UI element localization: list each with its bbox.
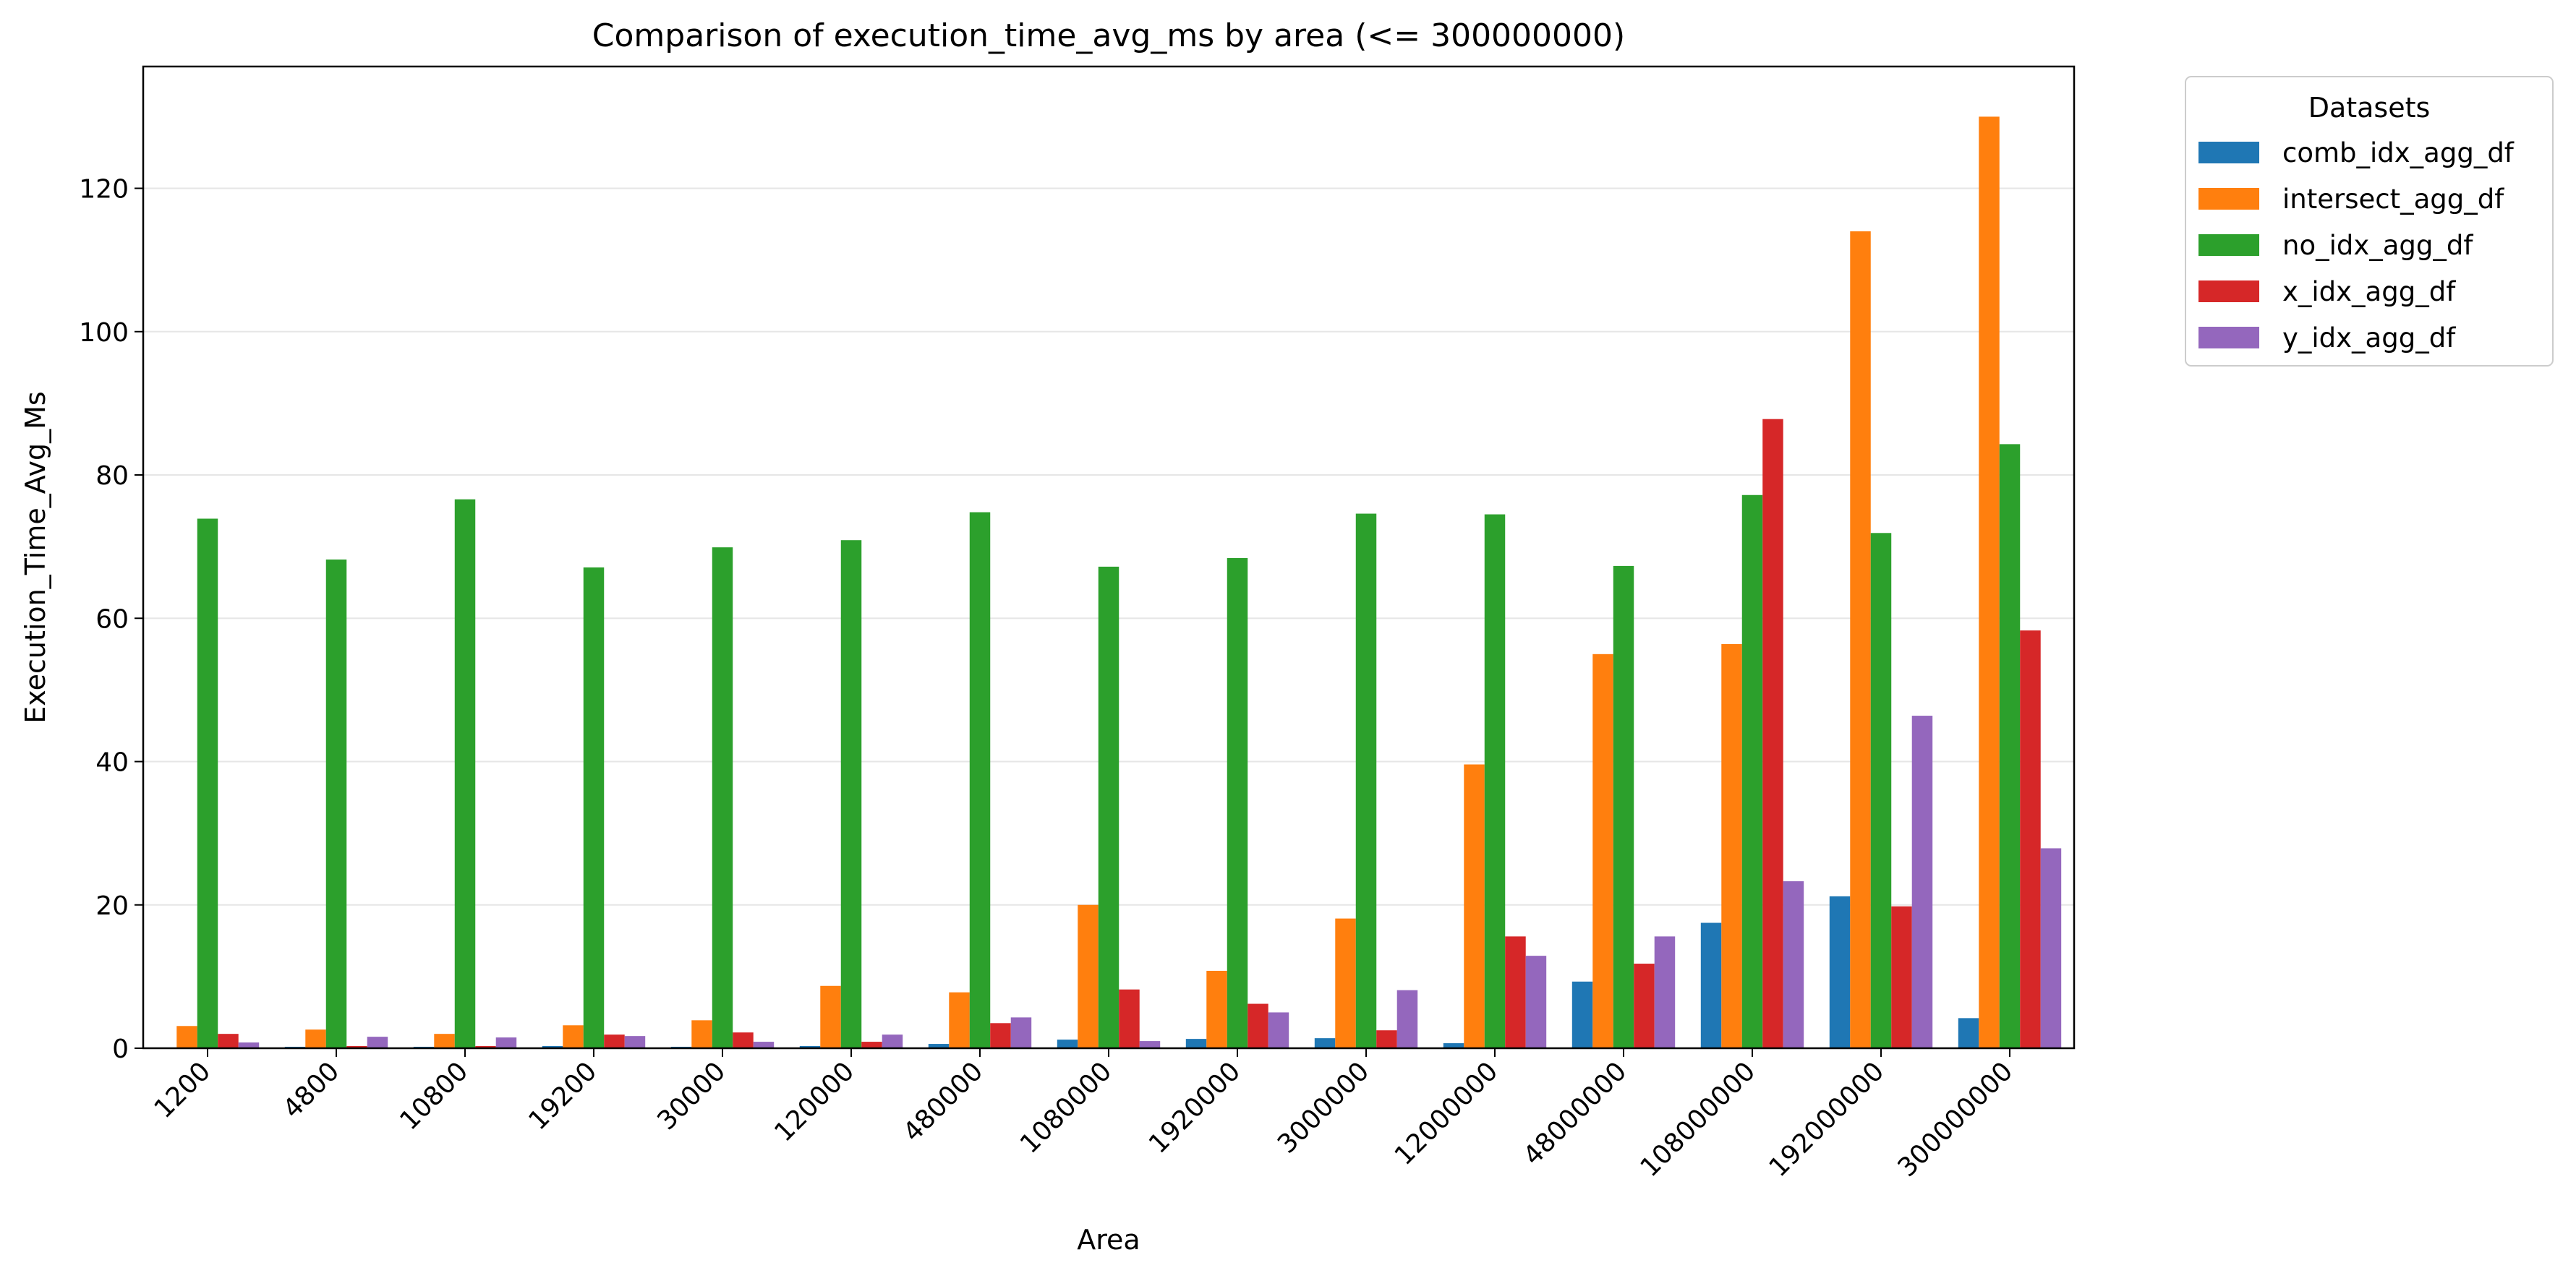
bar-intersect_agg_df-192000000 [1850, 231, 1871, 1049]
bar-x_idx_agg_df-1080000 [1119, 989, 1140, 1048]
bar-comb_idx_agg_df-12000000 [1443, 1043, 1464, 1048]
bar-no_idx_agg_df-12000000 [1484, 514, 1506, 1048]
bar-comb_idx_agg_df-1920000 [1185, 1039, 1207, 1048]
legend-swatch-no_idx_agg_df [2198, 234, 2259, 256]
bar-x_idx_agg_df-4800 [346, 1046, 367, 1048]
bar-comb_idx_agg_df-480000 [928, 1044, 950, 1048]
legend-label: comb_idx_agg_df [2282, 137, 2515, 168]
bar-x_idx_agg_df-192000000 [1891, 906, 1912, 1048]
bar-y_idx_agg_df-10800 [495, 1037, 517, 1048]
bar-no_idx_agg_df-480000 [969, 512, 991, 1048]
legend-swatch-comb_idx_agg_df [2198, 142, 2259, 163]
legend-label: no_idx_agg_df [2282, 230, 2473, 261]
bar-y_idx_agg_df-30000 [753, 1042, 775, 1048]
bar-no_idx_agg_df-3000000 [1355, 513, 1377, 1048]
bar-comb_idx_agg_df-192000000 [1829, 896, 1851, 1048]
bar-comb_idx_agg_df-3000000 [1314, 1038, 1336, 1048]
bar-intersect_agg_df-1920000 [1206, 970, 1227, 1048]
bar-x_idx_agg_df-1200 [218, 1034, 239, 1048]
bar-x_idx_agg_df-3000000 [1376, 1030, 1397, 1048]
bar-y_idx_agg_df-48000000 [1654, 936, 1676, 1048]
bar-y_idx_agg_df-1920000 [1268, 1012, 1289, 1048]
y-tick-label: 60 [95, 604, 129, 634]
y-axis-label: Execution_Time_Avg_Ms [20, 391, 51, 723]
bar-y_idx_agg_df-108000000 [1783, 881, 1804, 1048]
bar-y_idx_agg_df-192000000 [1911, 716, 1933, 1048]
y-tick-label: 0 [112, 1034, 129, 1064]
bar-comb_idx_agg_df-108000000 [1700, 922, 1722, 1048]
bar-x_idx_agg_df-108000000 [1762, 419, 1783, 1048]
bar-no_idx_agg_df-300000000 [1999, 444, 2021, 1048]
bar-comb_idx_agg_df-1080000 [1057, 1040, 1078, 1048]
legend-title: Datasets [2308, 92, 2431, 124]
bar-comb_idx_agg_df-300000000 [1958, 1018, 1979, 1048]
bar-intersect_agg_df-480000 [949, 992, 970, 1048]
bar-no_idx_agg_df-120000 [840, 540, 862, 1048]
bar-intersect_agg_df-120000 [820, 985, 841, 1048]
bar-no_idx_agg_df-19200 [583, 567, 605, 1048]
bar-no_idx_agg_df-30000 [712, 547, 733, 1048]
bar-intersect_agg_df-1200 [176, 1026, 197, 1048]
bar-x_idx_agg_df-12000000 [1505, 936, 1526, 1048]
bar-no_idx_agg_df-4800 [325, 559, 347, 1048]
bar-y_idx_agg_df-300000000 [2040, 848, 2062, 1048]
bars [155, 116, 2062, 1049]
bar-x_idx_agg_df-300000000 [2020, 630, 2041, 1048]
legend-swatch-y_idx_agg_df [2198, 327, 2259, 348]
bar-no_idx_agg_df-1920000 [1227, 557, 1248, 1048]
bar-intersect_agg_df-3000000 [1335, 918, 1356, 1048]
y-tick-label: 80 [95, 461, 129, 491]
bar-no_idx_agg_df-108000000 [1741, 494, 1763, 1048]
legend: Datasets comb_idx_agg_df intersect_agg_df… [2185, 76, 2554, 367]
bar-intersect_agg_df-1080000 [1078, 904, 1099, 1048]
bar-comb_idx_agg_df-48000000 [1571, 981, 1593, 1048]
bar-intersect_agg_df-30000 [691, 1020, 712, 1048]
bar-y_idx_agg_df-1080000 [1139, 1041, 1161, 1048]
bar-y_idx_agg_df-1200 [238, 1042, 260, 1048]
bar-y_idx_agg_df-4800 [367, 1037, 388, 1048]
legend-label: y_idx_agg_df [2282, 322, 2456, 354]
legend-box [2185, 76, 2554, 367]
bar-no_idx_agg_df-1200 [197, 518, 218, 1048]
bar-intersect_agg_df-10800 [434, 1034, 455, 1048]
bar-intersect_agg_df-19200 [563, 1025, 584, 1048]
bar-y_idx_agg_df-12000000 [1525, 956, 1547, 1048]
bar-x_idx_agg_df-30000 [733, 1032, 754, 1048]
y-axis: 0 20 40 60 80 100 120 [79, 175, 143, 1064]
bar-x_idx_agg_df-48000000 [1634, 964, 1655, 1048]
bar-y_idx_agg_df-3000000 [1396, 990, 1418, 1048]
bar-intersect_agg_df-48000000 [1592, 654, 1613, 1048]
bar-x_idx_agg_df-480000 [990, 1023, 1011, 1048]
legend-swatch-x_idx_agg_df [2198, 280, 2259, 302]
bar-x_idx_agg_df-1920000 [1248, 1003, 1268, 1048]
bar-no_idx_agg_df-48000000 [1613, 565, 1634, 1048]
bar-intersect_agg_df-12000000 [1464, 764, 1485, 1048]
x-axis-label: Area [1077, 1224, 1140, 1256]
chart-title: Comparison of execution_time_avg_ms by a… [592, 17, 1625, 54]
bar-no_idx_agg_df-192000000 [1870, 533, 1892, 1048]
y-tick-label: 20 [95, 891, 129, 921]
y-tick-label: 40 [95, 748, 129, 778]
bar-intersect_agg_df-108000000 [1721, 643, 1742, 1048]
bar-x_idx_agg_df-120000 [861, 1042, 882, 1048]
bar-intersect_agg_df-4800 [305, 1029, 326, 1048]
y-tick-label: 100 [79, 318, 129, 348]
bar-x_idx_agg_df-10800 [475, 1046, 496, 1048]
bar-comb_idx_agg_df-19200 [542, 1046, 563, 1048]
bar-y_idx_agg_df-19200 [624, 1036, 646, 1048]
bar-no_idx_agg_df-10800 [454, 499, 476, 1048]
bar-y_idx_agg_df-120000 [882, 1034, 903, 1048]
bar-x_idx_agg_df-19200 [604, 1034, 625, 1048]
bar-comb_idx_agg_df-120000 [799, 1046, 821, 1048]
legend-label: x_idx_agg_df [2282, 276, 2456, 307]
y-tick-label: 120 [79, 175, 129, 205]
bar-intersect_agg_df-300000000 [1979, 116, 2000, 1049]
legend-label: intersect_agg_df [2282, 184, 2504, 215]
bar-y_idx_agg_df-480000 [1010, 1017, 1032, 1048]
bar-no_idx_agg_df-1080000 [1098, 566, 1119, 1048]
legend-swatch-intersect_agg_df [2198, 188, 2259, 210]
